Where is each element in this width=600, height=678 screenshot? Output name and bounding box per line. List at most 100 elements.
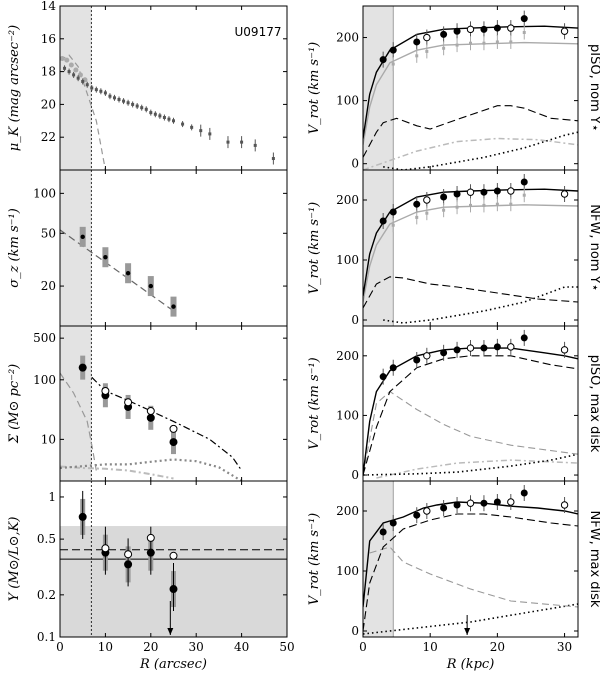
vrot-point <box>379 528 387 536</box>
vrot-point <box>453 27 461 35</box>
vrot-point-open <box>466 188 475 196</box>
vrot-point-open <box>507 498 515 506</box>
sigma-point <box>171 304 176 309</box>
vrot-point <box>379 217 387 225</box>
vrot-point-open <box>507 24 515 32</box>
gas-point <box>482 41 486 45</box>
y-tick-label: 100 <box>336 94 359 108</box>
disk-curve <box>363 513 578 632</box>
vrot-point <box>453 190 461 198</box>
surface-brightness-point <box>112 96 116 100</box>
vrot-point <box>480 25 488 33</box>
gas-density-line <box>60 458 243 481</box>
surface-brightness-point <box>144 107 148 111</box>
y-tick-label: 200 <box>336 349 359 363</box>
vrot-point <box>379 56 387 64</box>
surface-brightness-point <box>190 125 194 129</box>
model-label-3: pISO, max disk <box>587 355 600 453</box>
total-rotation-curve <box>363 501 578 608</box>
vrot-point <box>520 334 528 342</box>
bulge-point <box>73 67 79 73</box>
surface-brightness-point <box>131 102 135 106</box>
disk-density-line <box>91 376 243 471</box>
surface-brightness-point <box>158 114 162 118</box>
gas-point <box>415 215 419 219</box>
y-tick-label: 0.2 <box>37 588 56 602</box>
halo-curve <box>383 131 578 170</box>
inner-region-shade <box>363 170 394 326</box>
vrot-point-open <box>423 507 431 515</box>
surface-brightness-point <box>149 111 153 115</box>
bulge-point <box>68 62 74 68</box>
surface-brightness-point <box>226 140 230 144</box>
surface-brightness-point <box>108 94 112 98</box>
y-tick-label: 500 <box>33 331 56 345</box>
upsilon-point-open <box>146 533 155 542</box>
y-tick-label: 16 <box>41 32 56 46</box>
vrot-point <box>493 343 501 351</box>
scale-arrow-head <box>464 628 471 635</box>
upsilon-point <box>169 585 178 594</box>
vrot-point-open <box>466 344 475 352</box>
panel-Sigma <box>60 326 243 481</box>
gas-point <box>455 43 459 47</box>
x-tick-label: 10 <box>98 640 113 654</box>
total-rotation-curve <box>363 25 578 139</box>
vrot-point <box>379 373 387 381</box>
vrot-point-open <box>423 33 431 42</box>
vrot-point-open <box>423 196 431 204</box>
gas-point <box>425 211 429 215</box>
right-xlabel: R (kpc) <box>446 657 495 672</box>
y-tick-label: 0 <box>351 624 359 638</box>
vrot-point <box>493 24 501 32</box>
y-tick-label: 100 <box>33 186 56 200</box>
gas-point <box>455 205 459 209</box>
y-tick-label: 50 <box>41 226 56 240</box>
vrot-point-open <box>560 346 569 354</box>
y-tick-label: 1 <box>48 490 56 504</box>
vrot-point <box>480 499 488 507</box>
y-tick-label: 20 <box>41 97 56 111</box>
surface-brightness-point <box>63 66 67 70</box>
bulge-curve <box>363 390 578 476</box>
surface-brightness-point <box>240 140 244 144</box>
vrot-ylabel: V_rot (km s⁻¹) <box>307 513 322 606</box>
surface-brightness-point <box>253 143 257 147</box>
inner-region-shade <box>60 6 92 170</box>
bulge-profile-line <box>60 54 106 170</box>
vrot-point-open <box>423 352 431 360</box>
disk-curve <box>363 105 578 158</box>
surface-brightness-point <box>153 112 157 116</box>
gas-corrected-curve <box>363 41 578 145</box>
density-point-open <box>124 398 133 407</box>
surface-brightness-point <box>103 91 107 95</box>
left-ylabel-4: Υ (M⊙/L⊙,K) <box>7 517 22 602</box>
panel-upsilon <box>60 481 287 637</box>
y-tick-label: 100 <box>33 373 56 387</box>
limit-arrow-head <box>167 628 174 635</box>
gas-point <box>469 203 472 207</box>
frame-upsilon <box>59 480 288 638</box>
density-point <box>146 413 155 422</box>
surface-brightness-point <box>162 116 166 120</box>
vrot-point-open <box>560 27 569 35</box>
vrot-point-open <box>507 343 515 351</box>
x-tick-label: 10 <box>423 640 438 654</box>
y-tick-label: 0.5 <box>37 532 56 546</box>
model-label-1: pISO, nom Υ⋆ <box>587 44 600 132</box>
upsilon-point-open <box>169 551 178 560</box>
vrot-point-open <box>466 25 475 34</box>
y-tick-label: 200 <box>336 193 359 207</box>
y-tick-label: 200 <box>336 31 359 45</box>
surface-brightness-point <box>99 89 103 93</box>
vrot-point <box>389 46 397 54</box>
bulge-point <box>64 57 70 63</box>
surface-brightness-point <box>122 99 126 103</box>
y-tick-label: 14 <box>41 0 57 13</box>
density-point-open <box>101 386 110 395</box>
y-tick-label: 20 <box>41 279 56 293</box>
vrot-point <box>520 178 528 186</box>
surface-brightness-point <box>172 119 175 123</box>
bulge-point <box>60 55 65 61</box>
